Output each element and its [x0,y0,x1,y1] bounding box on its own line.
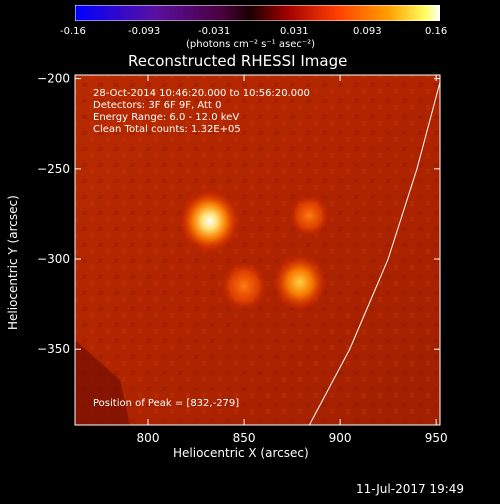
x-tick-label-850: 850 [233,431,256,445]
source-blob-1 [178,188,241,254]
annotation-clean-counts: Clean Total counts: 1.32E+05 [93,124,241,135]
x-tick-label-900: 900 [329,431,352,445]
solar-limb-line [308,82,440,425]
plot-title: Reconstructed RHESSI Image [128,52,348,70]
peak-position-label: Position of Peak = [832,-279] [93,398,240,409]
footer-timestamp: 11-Jul-2017 19:49 [356,482,465,496]
colorbar-tick-5: 0.093 [353,26,382,37]
sources-layer [178,188,330,312]
colorbar-tick-6: 0.16 [425,26,448,37]
axes-layer: 800 850 900 950 −200 −250 −300 −350 [37,72,448,445]
x-tick-label-800: 800 [137,431,160,445]
heatmap-texture [75,75,440,425]
x-axis-label: Heliocentric X (arcsec) [173,446,309,460]
source-blob-4 [288,194,330,238]
y-tick-label--300: −300 [37,252,70,266]
x-tick-label-950: 950 [425,431,448,445]
y-tick-label--250: −250 [37,162,70,176]
annotation-time-range: 28-Oct-2014 10:46:20.000 to 10:56:20.000 [93,88,310,99]
dark-corner [75,340,130,425]
plot-frame [74,74,441,426]
source-blob-3 [220,260,269,312]
colorbar-tick-1: -0.16 [60,26,86,37]
annotation-energy-range: Energy Range: 6.0 - 12.0 keV [93,112,240,123]
info-annotation-block: 28-Oct-2014 10:46:20.000 to 10:56:20.000… [93,88,310,136]
colorbar-tick-2: -0.093 [128,26,161,37]
y-tick-label--350: −350 [37,342,70,356]
annotation-detectors: Detectors: 3F 6F 9F, Att 0 [93,100,222,111]
y-tick-label--200: −200 [37,72,70,86]
source-blob-2 [272,253,328,312]
colorbar-unit-label: (photons cm⁻² s⁻¹ asec⁻²) [186,39,316,50]
colorbar-tick-4: 0.031 [280,26,309,37]
colorbar-tick-3: -0.031 [198,26,231,37]
y-axis-label: Heliocentric Y (arcsec) [6,195,20,330]
plot-area [75,75,440,425]
